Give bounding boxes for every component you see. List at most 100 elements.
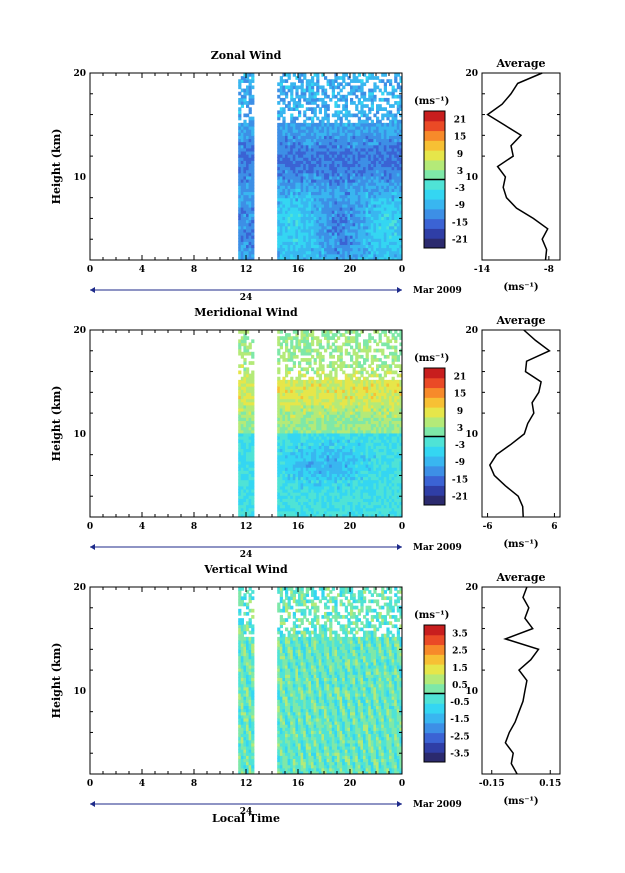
local-time-label: Local Time — [212, 812, 280, 825]
colorbar-segment — [424, 673, 445, 685]
average-x-tick-label: -14 — [474, 265, 490, 275]
colorbar-segment — [424, 208, 445, 220]
average-frame — [481, 329, 561, 518]
colorbar-segment — [424, 120, 445, 132]
panel-title: Meridional Wind — [194, 306, 298, 319]
colorbar-tick-label: 21 — [454, 116, 467, 126]
average-frame — [481, 586, 561, 775]
x-tick-label: 16 — [292, 522, 305, 532]
average-title: Average — [495, 314, 545, 327]
colorbar-unit: (ms⁻¹) — [414, 96, 449, 107]
x-tick-label: 20 — [344, 265, 357, 275]
colorbar-tick-label: 0.5 — [452, 681, 468, 691]
average-y-tick-label: 20 — [465, 583, 478, 593]
colorbar-segment — [424, 456, 445, 467]
colorbar-segment — [424, 683, 445, 694]
colorbar-tick-label: -3 — [455, 441, 465, 451]
colorbar-segment — [424, 485, 445, 496]
average-x-tick-label: -0.15 — [479, 779, 505, 789]
colorbar-segment — [424, 446, 445, 457]
average-y-tick-label: 10 — [465, 173, 478, 183]
colorbar-segment — [424, 218, 445, 229]
colorbar-segment — [424, 228, 445, 239]
colorbar-segment — [424, 130, 445, 141]
colorbar-tick-label: -15 — [452, 218, 468, 228]
average-title: Average — [495, 571, 545, 584]
colorbar-segment — [424, 475, 445, 486]
x-tick-label: 12 — [240, 522, 253, 532]
y-axis-label: Height (km) — [50, 129, 63, 205]
colorbar-segment — [424, 634, 445, 646]
colorbar-tick-label: 3.5 — [452, 630, 468, 640]
average-unit-label: (ms⁻¹) — [503, 796, 538, 807]
colorbar-segment — [424, 140, 445, 151]
average-title: Average — [495, 57, 545, 70]
colorbar-tick-label: 15 — [454, 133, 467, 143]
colorbar-tick-label: 3 — [457, 167, 463, 177]
x-tick-label: 0 — [399, 522, 405, 532]
average-unit-label: (ms⁻¹) — [503, 539, 538, 550]
y-tick-label: 10 — [73, 173, 86, 183]
colorbar-tick-label: -3.5 — [450, 749, 469, 759]
colorbar-segment — [424, 722, 445, 734]
colorbar-tick-label: 1.5 — [452, 664, 468, 674]
x-tick-label: 16 — [292, 779, 305, 789]
colorbar-unit: (ms⁻¹) — [414, 610, 449, 621]
average-x-tick-label: -8 — [544, 265, 554, 275]
average-x-tick-label: -6 — [483, 522, 493, 532]
colorbar-tick-label: -15 — [452, 475, 468, 485]
date-label: Mar 2009 — [413, 800, 462, 810]
panel-1: Zonal Wind 0 4 8 12 16 20 0 10 20 Height (km) 24 Mar… — [50, 49, 561, 303]
colorbar-segment — [424, 436, 445, 447]
x-tick-label: 0 — [399, 779, 405, 789]
colorbar-segment — [424, 407, 445, 418]
x-tick-label: 20 — [344, 522, 357, 532]
y-tick-label: 10 — [73, 430, 86, 440]
colorbar-segment — [424, 150, 445, 161]
x-tick-label: 0 — [399, 265, 405, 275]
colorbar-segment — [424, 387, 445, 398]
x-tick-label: 12 — [240, 779, 253, 789]
y-tick-label: 10 — [73, 687, 86, 697]
colorbar-segment — [424, 732, 445, 743]
colorbar-segment — [424, 703, 445, 714]
colorbar-segment — [424, 189, 445, 200]
colorbar-segment — [424, 238, 445, 249]
x-tick-label: 4 — [139, 265, 145, 275]
average-y-tick-label: 20 — [465, 69, 478, 79]
average-y-tick-label: 10 — [465, 687, 478, 697]
day-marker: 24 — [240, 293, 253, 303]
colorbar-tick-label: -2.5 — [450, 732, 469, 742]
x-tick-label: 0 — [87, 265, 93, 275]
x-tick-label: 8 — [191, 779, 197, 789]
colorbar-segment — [424, 644, 445, 655]
colorbar-tick-label: 21 — [454, 373, 467, 383]
colorbar-segment — [424, 199, 445, 210]
y-tick-label: 20 — [73, 583, 86, 593]
panel-title: Vertical Wind — [203, 563, 288, 576]
colorbar-segment — [424, 159, 445, 171]
colorbar-segment — [424, 169, 445, 180]
day-marker: 24 — [240, 550, 253, 560]
colorbar-segment — [424, 693, 445, 704]
colorbar-tick-label: -21 — [452, 492, 468, 502]
x-tick-label: 0 — [87, 522, 93, 532]
panel-title: Zonal Wind — [211, 49, 282, 62]
colorbar-segment — [424, 752, 445, 763]
colorbar-tick-label: -0.5 — [450, 698, 469, 708]
colorbar-tick-label: 9 — [457, 407, 463, 417]
colorbar-unit: (ms⁻¹) — [414, 353, 449, 364]
colorbar-segment — [424, 368, 445, 379]
colorbar-tick-label: -9 — [455, 201, 465, 211]
x-tick-label: 8 — [191, 265, 197, 275]
colorbar-tick-label: -21 — [452, 235, 468, 245]
colorbar-segment — [424, 111, 445, 122]
heatmap-field — [238, 587, 402, 774]
date-label: Mar 2009 — [413, 543, 462, 553]
colorbar-tick-label: 15 — [454, 390, 467, 400]
heatmap-field — [238, 73, 402, 260]
y-tick-label: 20 — [73, 69, 86, 79]
average-profile-line — [503, 586, 540, 775]
colorbar-segment — [424, 377, 445, 389]
